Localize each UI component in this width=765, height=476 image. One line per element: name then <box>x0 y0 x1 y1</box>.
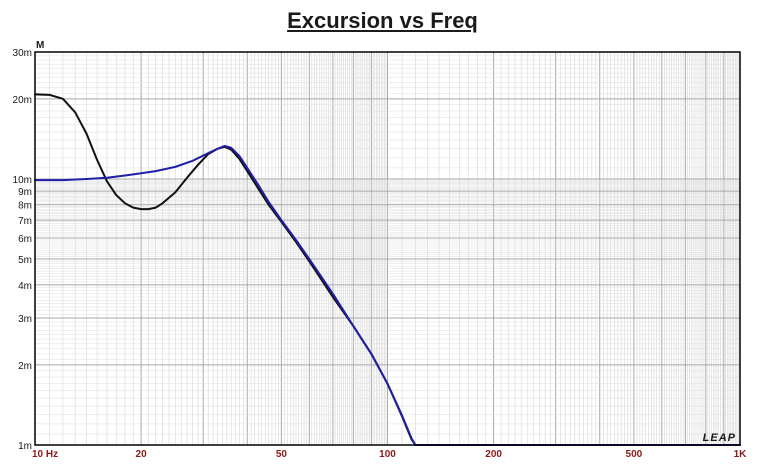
y-tick-label: 7m <box>18 216 32 227</box>
y-tick-label: 10m <box>13 175 32 186</box>
y-tick-label: 6m <box>18 234 32 245</box>
brand-logo: LEAP <box>703 432 736 444</box>
plot-frame <box>34 51 741 446</box>
y-tick-label: 1m <box>18 441 32 452</box>
x-tick-label: 100 <box>379 449 396 460</box>
x-tick-label: 10 Hz <box>32 449 58 460</box>
y-tick-label: 2m <box>18 361 32 372</box>
y-tick-label: 8m <box>18 201 32 212</box>
y-tick-label: 20m <box>13 95 32 106</box>
series-line-2 <box>34 144 741 446</box>
data-curves <box>34 93 741 446</box>
y-tick-label: 9m <box>18 187 32 198</box>
x-tick-label: 20 <box>136 449 148 460</box>
y-tick-label: 3m <box>18 314 32 325</box>
y-tick-label: 5m <box>18 255 32 266</box>
y-tick-label: 30m <box>13 48 32 59</box>
x-tick-labels: 10 Hz 20 50 100 200 500 1K <box>32 449 747 460</box>
y-tick-label: 4m <box>18 281 32 292</box>
x-tick-label: 1K <box>734 449 748 460</box>
x-tick-label: 500 <box>626 449 643 460</box>
grid-lines <box>35 52 740 445</box>
x-tick-label: 200 <box>485 449 502 460</box>
x-tick-label: 50 <box>276 449 288 460</box>
chart-title: Excursion vs Freq <box>287 8 478 33</box>
y-unit-label: M <box>36 40 44 51</box>
